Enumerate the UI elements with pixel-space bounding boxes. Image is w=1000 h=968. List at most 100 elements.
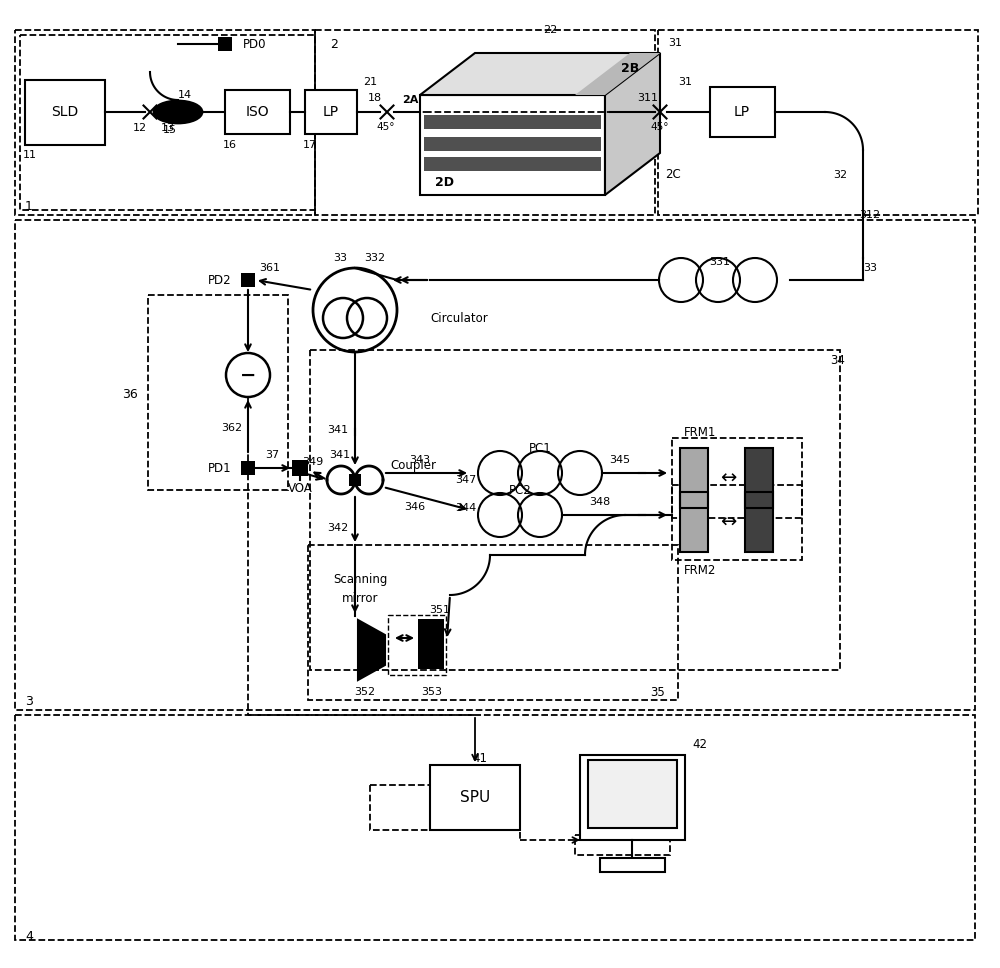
Text: 341: 341 [327,425,349,435]
Text: 347: 347 [455,475,477,485]
Text: 2: 2 [330,38,338,51]
Text: 348: 348 [589,497,611,507]
Bar [421,619,439,637]
Bar [680,492,708,552]
Bar [418,619,444,669]
Text: PC2: PC2 [509,483,531,497]
Text: 344: 344 [455,503,477,513]
Bar [424,115,601,129]
Text: SLD: SLD [51,105,79,119]
Text: SPU: SPU [460,791,490,805]
Bar [745,448,773,508]
Bar [745,492,773,552]
Bar [241,461,255,475]
Text: 312: 312 [859,210,881,220]
Bar [430,765,520,830]
Text: 2B: 2B [621,62,639,75]
Text: 18: 18 [368,93,382,103]
Text: 351: 351 [430,605,450,615]
Text: LP: LP [734,105,750,119]
Bar [672,485,802,560]
Bar [658,30,978,215]
Text: 332: 332 [364,253,386,263]
Text: ISO: ISO [245,105,269,119]
Text: Scanning: Scanning [333,573,387,587]
Text: 15: 15 [163,125,177,135]
Text: 346: 346 [404,502,426,512]
Text: 33: 33 [863,263,877,273]
Bar [745,448,773,508]
Bar [25,80,105,145]
Text: 12: 12 [133,123,147,133]
Text: 45°: 45° [651,122,669,132]
Text: PD0: PD0 [243,38,267,50]
Text: Coupler: Coupler [390,459,436,471]
Text: 2A: 2A [402,95,418,105]
Text: 349: 349 [302,457,324,467]
Text: FRM1: FRM1 [684,426,716,439]
Bar [600,858,665,872]
Bar [20,35,315,210]
Bar [315,30,655,215]
Text: 3: 3 [25,695,33,708]
Text: 352: 352 [354,687,376,697]
Bar [225,90,290,134]
Bar [370,785,515,830]
Text: VOA: VOA [288,481,312,495]
Text: 16: 16 [223,140,237,150]
Bar [388,615,446,675]
Bar [424,157,601,171]
Ellipse shape [154,101,202,123]
Text: PD2: PD2 [208,274,232,287]
Text: mirror: mirror [342,591,378,604]
Bar [305,90,357,134]
Text: 33: 33 [333,253,347,263]
Text: 1: 1 [25,200,33,213]
Text: 4: 4 [25,930,33,943]
Text: 14: 14 [178,90,192,100]
Bar [421,641,439,659]
Text: 31: 31 [678,77,692,87]
Bar [310,350,840,670]
Text: 311: 311 [638,93,658,103]
Text: 36: 36 [122,388,138,402]
Polygon shape [420,95,605,195]
Text: 2C: 2C [665,168,681,182]
Text: 353: 353 [422,687,442,697]
Text: 13: 13 [161,123,175,133]
Text: FRM2: FRM2 [684,563,716,577]
Text: ↔: ↔ [720,512,736,531]
Text: 32: 32 [833,170,847,180]
Text: 2D: 2D [435,176,454,190]
Bar [580,755,685,840]
Polygon shape [575,53,660,95]
Text: 331: 331 [710,257,730,267]
Bar [15,30,315,215]
Bar [672,438,802,518]
Bar [588,760,677,828]
Text: 34: 34 [830,353,845,367]
Text: 35: 35 [650,685,665,699]
Text: 21: 21 [363,77,377,87]
Bar [148,295,288,490]
Text: 37: 37 [265,450,279,460]
Circle shape [226,353,270,397]
Text: 22: 22 [543,25,557,35]
Bar [680,448,708,508]
Text: −: − [240,366,256,384]
Bar [349,474,361,486]
Text: 345: 345 [609,455,631,465]
Text: 11: 11 [23,150,37,160]
Bar [710,87,775,137]
Bar [745,492,773,552]
Bar [680,448,708,508]
Text: 362: 362 [221,423,243,433]
Bar [292,460,308,476]
Text: PC1: PC1 [529,441,551,455]
Bar [241,273,255,287]
Text: LP: LP [323,105,339,119]
Text: 45°: 45° [377,122,395,132]
Polygon shape [605,53,660,195]
Bar [680,492,708,552]
Text: 342: 342 [327,523,349,533]
